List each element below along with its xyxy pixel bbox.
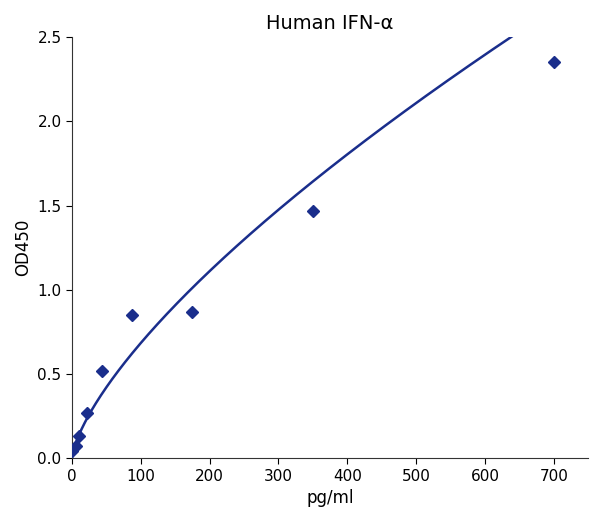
X-axis label: pg/ml: pg/ml <box>306 489 354 507</box>
Y-axis label: OD450: OD450 <box>14 219 32 276</box>
Title: Human IFN-α: Human IFN-α <box>266 14 394 33</box>
